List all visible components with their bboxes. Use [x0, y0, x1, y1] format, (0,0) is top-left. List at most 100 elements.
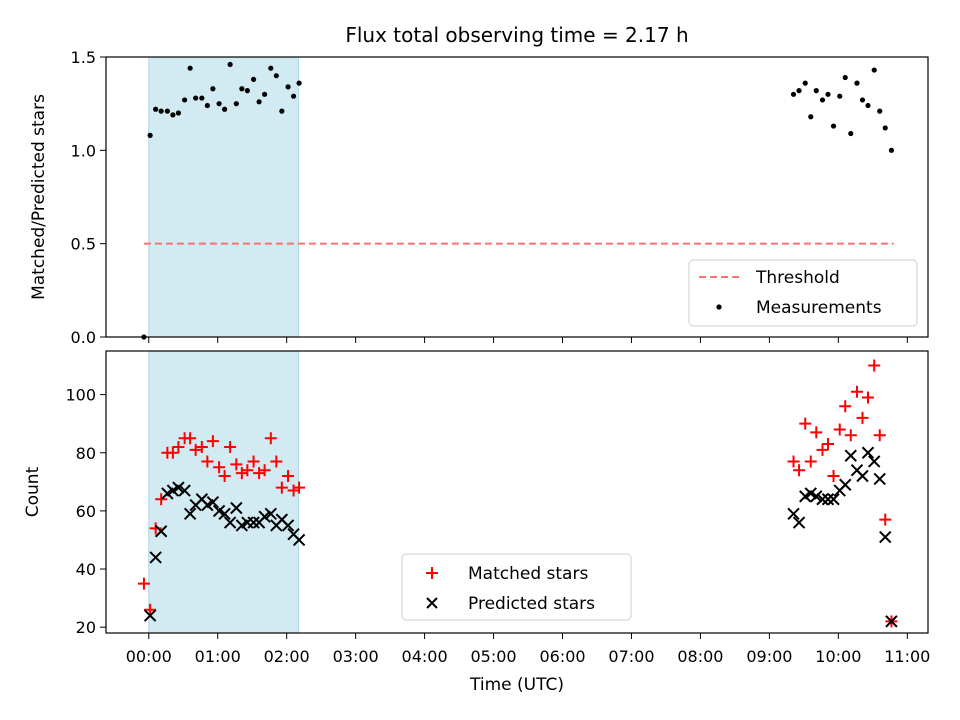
- predicted-star-point: [183, 507, 197, 521]
- matched-star-point: [172, 440, 185, 453]
- measurement-point: [819, 97, 826, 103]
- ratio-y-tick-label: 1.0: [71, 141, 96, 160]
- x-tick-label: 02:00: [264, 647, 310, 666]
- x-tick-label: 07:00: [608, 647, 654, 666]
- matched-star-point: [270, 455, 283, 468]
- measurement-point: [199, 95, 205, 101]
- matched-star-point: [844, 429, 857, 442]
- x-tick-label: 11:00: [884, 647, 930, 666]
- predicted-star-point: [879, 530, 892, 544]
- predicted-star-point: [247, 516, 260, 529]
- predicted-star-point: [281, 519, 295, 532]
- count-panel-frame: [105, 350, 929, 634]
- threshold-legend-label: Threshold: [755, 268, 840, 288]
- ratio-legend-box: [688, 259, 918, 327]
- measurement-point: [187, 65, 193, 71]
- predicted-star-point: [230, 501, 243, 515]
- x-tick-label: 09:00: [746, 647, 792, 666]
- x-tick-label: 10:00: [815, 647, 861, 666]
- matched-star-point: [856, 411, 869, 424]
- measurement-point: [244, 88, 250, 94]
- measurement-point: [175, 110, 182, 116]
- measurement-point: [193, 95, 199, 101]
- ratio-panel-frame: [105, 56, 929, 338]
- x-tick-label: 00:00: [126, 647, 172, 666]
- matched-star-point: [810, 426, 823, 439]
- predicted-star-point: [827, 493, 840, 506]
- measurement-point: [164, 108, 170, 114]
- matched-star-point: [184, 432, 197, 445]
- measurement-point: [262, 91, 268, 97]
- predicted-star-point: [821, 493, 835, 506]
- predicted-star-point: [292, 533, 306, 547]
- predicted-star-point: [149, 551, 162, 564]
- predicted-star-point: [223, 516, 237, 529]
- chart-title: Flux total observing time = 2.17 h: [345, 23, 688, 47]
- ratio-observing-interval-shade: [148, 56, 299, 338]
- ratio-y-tick-label: 1.5: [71, 48, 96, 67]
- predicted-star-point: [178, 484, 191, 497]
- predicted-star-point: [873, 472, 886, 486]
- measurement-point: [802, 80, 808, 86]
- measurement-point: [796, 88, 802, 94]
- count-y-axis-label: Count: [23, 466, 43, 517]
- measurement-point: [848, 130, 854, 137]
- measurement-point: [882, 125, 888, 131]
- predicted-star-point: [844, 449, 857, 462]
- measurement-point: [290, 93, 297, 99]
- predicted-star-point: [861, 446, 875, 459]
- count-legend: Matched stars Predicted stars: [401, 553, 632, 621]
- measurement-point: [854, 80, 860, 86]
- matched-star-point: [230, 458, 243, 471]
- measurement-point: [222, 106, 228, 112]
- measurement-point: [153, 106, 159, 112]
- x-tick-label: 03:00: [333, 647, 379, 666]
- matched-star-point: [201, 455, 214, 468]
- measurement-point: [871, 67, 877, 73]
- measurement-point: [147, 132, 153, 138]
- measurement-point: [158, 108, 164, 114]
- count-y-tick-label: 60: [76, 502, 96, 521]
- count-legend-box: [401, 553, 632, 621]
- matched-star-point: [137, 577, 150, 590]
- matched-star-point: [206, 435, 219, 448]
- matched-star-point: [879, 513, 892, 526]
- matched-star-point: [264, 432, 277, 445]
- count-panel: 20 40 60 80 100 Count Matched stars Predicte…: [23, 350, 929, 639]
- count-y-tick-label: 40: [76, 560, 96, 579]
- measurement-point: [808, 114, 814, 120]
- measurement-point: [239, 86, 245, 92]
- matched-star-point: [282, 470, 295, 483]
- predicted-star-point: [787, 507, 800, 521]
- predicted-star-point: [172, 481, 185, 494]
- measurement-point: [790, 91, 797, 97]
- ratio-panel: 0.0 0.5 1.0 1.5 Matched/Predicted stars Thr…: [29, 48, 929, 347]
- predicted-star-point: [885, 615, 898, 628]
- predicted-star-point: [218, 507, 231, 521]
- measurement-point: [830, 123, 837, 129]
- count-y-tick-label: 100: [65, 386, 96, 405]
- measurement-point: [825, 91, 831, 97]
- predicted-star-point: [792, 516, 806, 529]
- measurements-legend-label: Measurements: [756, 298, 882, 318]
- matched-star-point: [253, 467, 266, 480]
- matched-star-point: [293, 481, 306, 494]
- measurement-point: [296, 80, 302, 86]
- matched-star-point: [873, 429, 886, 442]
- matched-star-point: [822, 438, 835, 451]
- matched-star-point: [258, 464, 271, 477]
- measurement-point: [210, 86, 216, 92]
- x-axis-label: Time (UTC): [469, 675, 564, 695]
- matched-star-point: [862, 391, 875, 404]
- matched-star-point: [868, 359, 881, 372]
- measurement-point: [842, 74, 848, 81]
- measurement-point: [204, 102, 210, 109]
- measurement-point: [182, 97, 188, 103]
- matched-star-point: [833, 423, 846, 436]
- measurement-point: [285, 84, 291, 90]
- x-tick-label: 01:00: [195, 647, 241, 666]
- predicted-star-point: [868, 455, 881, 468]
- predicted-star-point: [839, 478, 852, 491]
- matched-star-point: [144, 603, 157, 616]
